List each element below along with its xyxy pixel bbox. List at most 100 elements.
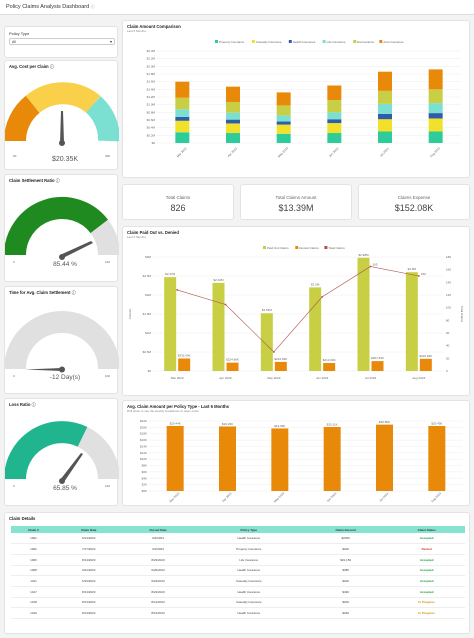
gauge-value: 65.85 % <box>53 485 77 492</box>
paid-data-label: $2.98M <box>358 253 369 257</box>
y-tick-label: $8K <box>142 464 147 468</box>
bar-segment <box>276 121 291 125</box>
status-cell: Accepted <box>388 533 465 545</box>
table-row[interactable]: 1011 6/16/2023 6/24/2023 Casualty Insurance… <box>11 575 465 587</box>
info-icon[interactable]: ⓘ <box>31 402 36 407</box>
table-row[interactable]: 1008 6/22/2023 6/26/2023 Health Insurance $3… <box>11 565 465 577</box>
table-cell: 1006 <box>11 554 57 566</box>
x-tick-label: Apr 2023 <box>219 376 232 380</box>
legend-label: Reinsurance <box>357 40 374 44</box>
table-row[interactable]: 1002 7/17/2023 9/2/2023 Property Insurance $… <box>11 543 465 555</box>
y-tick-label: $2K <box>142 483 147 487</box>
legend-swatch <box>288 40 292 43</box>
legend-swatch <box>353 40 357 43</box>
table-row[interactable]: 1017 8/13/2023 8/24/2023 Health Insurance $4… <box>11 586 465 598</box>
x-tick-label: Aug 2023 <box>412 376 425 380</box>
table-cell: $200 <box>302 543 389 555</box>
bar-segment <box>276 105 291 116</box>
bar-segment <box>428 131 443 143</box>
column-header[interactable]: Claim Amount <box>302 526 389 533</box>
time-settlement-card: Time for Avg. Claim Settlement ⓘ 0 100 -… <box>4 286 119 394</box>
y-tick-label: $0K <box>142 489 147 493</box>
y-tick-label: $22K <box>140 419 147 423</box>
table-cell: 6/13/2023 <box>56 533 122 545</box>
table-cell: 8/13/2023 <box>121 597 195 609</box>
settlement-ratio-gauge: 0 100 85.44 % <box>5 197 119 268</box>
gauge-value: 85.44 % <box>53 261 77 268</box>
table-row[interactable]: 1018 8/13/2023 8/13/2023 Casualty Insurance… <box>11 597 465 609</box>
denied-bar <box>323 363 336 371</box>
bar-segment <box>428 113 443 119</box>
avg-claim-amount-subtitle: Drill down to see the weekly breakdown o… <box>127 409 199 413</box>
total-claims-point <box>176 289 179 291</box>
denied-data-label: $213.60K <box>323 358 336 362</box>
y2-tick-label: 20 <box>446 356 450 360</box>
column-header[interactable]: Closed Date <box>121 526 195 533</box>
table-cell: 8/14/2023 <box>56 554 122 566</box>
status-cell: Accepted <box>388 565 465 577</box>
total-claims-point <box>369 265 372 268</box>
bar-segment <box>327 119 342 124</box>
legend-label: Life Insurance <box>327 40 346 44</box>
status-cell: Accepted <box>388 575 465 587</box>
gauge-min: 0 <box>13 374 15 378</box>
settlement-ratio-card: Claim Settlement Ratio ⓘ 0 100 85.44 % <box>4 174 119 282</box>
y-tick-label: $18K <box>140 432 147 436</box>
table-row[interactable]: 1001 6/13/2023 9/4/2023 Health Insurance $20… <box>11 533 465 545</box>
avg-claim-amount-chart: $0K $2K $4K $6K $8K $10K $12K $14K $16K $18K $20K $… <box>140 419 463 503</box>
avg-cost-card: Avg. Cost per Claim ⓘ 0K 40K $20.35K <box>4 60 119 170</box>
bar-segment <box>428 89 443 104</box>
paid-bar <box>405 272 418 371</box>
info-icon[interactable]: ⓘ <box>49 64 54 69</box>
kpi-label: Total Claims Amount <box>275 195 317 200</box>
y-tick-label: $1.8M <box>147 72 156 76</box>
claim-amount-comparison-title: Claim Amount Comparison <box>127 24 181 29</box>
paid-vs-denied-chart: Paid Out Claims Denied Claims Total Claims… <box>128 246 464 380</box>
column-header[interactable]: Claim Date <box>56 526 122 533</box>
y-tick-label: $20K <box>140 425 147 429</box>
bar-segment <box>428 118 443 132</box>
gauge-needle <box>59 453 83 484</box>
x-tick-label: Jul 2023 <box>379 147 390 158</box>
y-tick-label: $3M <box>145 255 151 259</box>
legend-label: Casualty Insurance <box>256 40 282 44</box>
paid-bar <box>260 313 273 371</box>
avg-claim-bar <box>166 425 184 491</box>
y-tick-label: $0.2M <box>147 133 156 137</box>
bar-segment <box>226 86 240 102</box>
y-tick-label: $1.6M <box>147 80 156 84</box>
loss-ratio-gauge: 0 100 65.85 % <box>5 421 119 492</box>
bar-segment <box>428 103 443 114</box>
filter-card: Policy Type All ▾ <box>4 26 118 58</box>
status-cell: In Progress <box>388 597 465 609</box>
bar-segment <box>327 112 342 120</box>
table-cell: 1011 <box>11 575 57 587</box>
avg-claim-bar <box>376 424 393 491</box>
bar-segment <box>175 109 190 117</box>
column-header[interactable]: Policy Type <box>194 526 303 533</box>
total-claims-point <box>272 351 275 353</box>
policy-type-select[interactable]: All ▾ <box>9 38 115 45</box>
settlement-ratio-title: Claim Settlement Ratio <box>9 178 55 183</box>
paid-bar <box>357 257 370 371</box>
column-header[interactable]: Claim # <box>11 526 57 533</box>
denied-data-label: $322.84K <box>419 354 432 358</box>
info-icon[interactable]: ⓘ <box>55 178 60 183</box>
info-icon[interactable]: ⓘ <box>90 4 95 9</box>
table-row[interactable]: 1019 8/13/2023 8/13/2023 Health Insurance $2… <box>11 607 465 619</box>
total-claims-point <box>321 296 324 298</box>
table-row[interactable]: 1006 8/14/2023 8/23/2023 Life Insurance $31,… <box>11 554 465 566</box>
paid-data-label: $2.2M <box>311 282 320 286</box>
bar-segment <box>226 123 240 134</box>
gauge-min: 0K <box>13 154 17 158</box>
info-icon[interactable]: ⓘ <box>71 290 76 295</box>
table-cell: $200 <box>302 575 389 587</box>
bar-segment <box>378 113 392 120</box>
denied-bar <box>419 358 432 371</box>
policy-type-value: All <box>12 40 16 44</box>
bar-segment <box>276 92 291 106</box>
bar-data-label: $20.86K <box>379 420 390 424</box>
paid-vs-denied-card: Claim Paid Out vs. Denied Last 6 Months … <box>122 226 470 396</box>
paid-bar <box>212 282 225 371</box>
column-header[interactable]: Claim Status <box>388 526 465 533</box>
